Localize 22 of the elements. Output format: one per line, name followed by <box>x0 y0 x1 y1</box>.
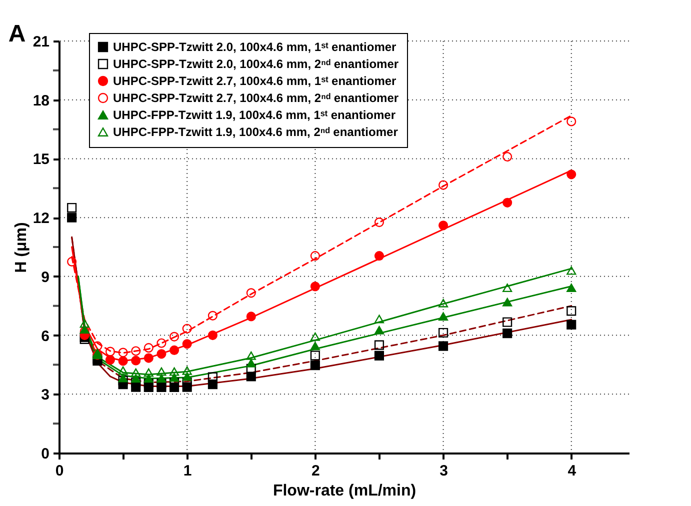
y-axis-title: H (μm) <box>12 222 30 273</box>
x-tick-label: 0 <box>55 462 64 480</box>
y-tick-label: 6 <box>41 328 50 345</box>
y-tick-label: 9 <box>41 268 50 286</box>
y-tick-label: 0 <box>41 446 50 462</box>
x-tick-label: 4 <box>568 462 577 480</box>
y-tick-label: 18 <box>32 92 50 110</box>
legend-label: UHPC-SPP-Tzwitt 2.0, 100x4.6 mm, 2ⁿᵈ enantiomer <box>113 57 399 71</box>
x-tick-label: 2 <box>312 462 320 480</box>
y-tick-label: 12 <box>32 210 50 228</box>
legend-label: UHPC-FPP-Tzwitt 1.9, 100x4.6 mm, 1ˢᵗ enantiomer <box>113 108 396 122</box>
y-tick-label: 21 <box>32 34 50 50</box>
legend-label: UHPC-SPP-Tzwitt 2.0, 100x4.6 mm, 1ˢᵗ enantiomer <box>113 40 397 54</box>
y-tick-label: 15 <box>32 151 50 168</box>
legend-label: UHPC-SPP-Tzwitt 2.7, 100x4.6 mm, 2ⁿᵈ enantiomer <box>113 91 399 105</box>
x-tick-label: 3 <box>440 462 448 480</box>
y-tick-label: 3 <box>41 386 50 404</box>
x-axis-title: Flow-rate (mL/min) <box>272 482 416 500</box>
chart-title: A <box>8 20 26 48</box>
x-tick-label: 1 <box>183 462 192 480</box>
legend-label: UHPC-FPP-Tzwitt 1.9, 100x4.6 mm, 2ⁿᵈ enantiomer <box>113 125 398 139</box>
legend-label: UHPC-SPP-Tzwitt 2.7, 100x4.6 mm, 1ˢᵗ enantiomer <box>113 74 397 88</box>
